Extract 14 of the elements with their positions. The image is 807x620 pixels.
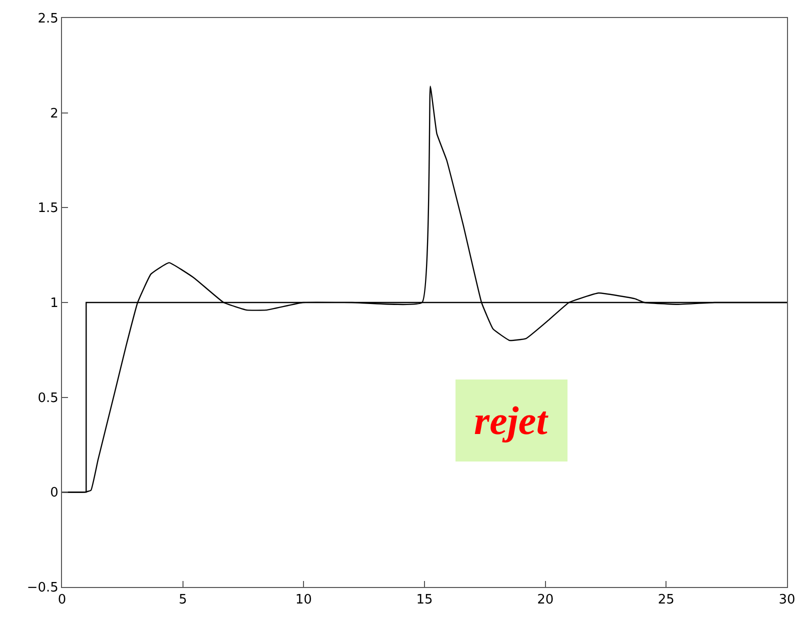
y-tick-label: 0	[50, 486, 58, 501]
x-tick-label: 30	[778, 592, 796, 608]
y-tick-label: 1.5	[38, 201, 58, 216]
y-tick-label: 0.5	[38, 390, 58, 406]
annotation: rejet	[474, 398, 550, 443]
y-tick-label: −0.5	[26, 580, 58, 596]
y-tick-label: 2.5	[38, 12, 58, 27]
y-tick-label: 1	[50, 296, 58, 312]
x-tick-label: 10	[295, 592, 312, 608]
x-tick-label: 25	[658, 592, 674, 608]
x-tick-label: 15	[416, 592, 433, 608]
x-tick-label: 5	[178, 592, 187, 608]
y-tick-label: 2	[50, 106, 58, 122]
x-tick-label: 20	[537, 592, 554, 608]
